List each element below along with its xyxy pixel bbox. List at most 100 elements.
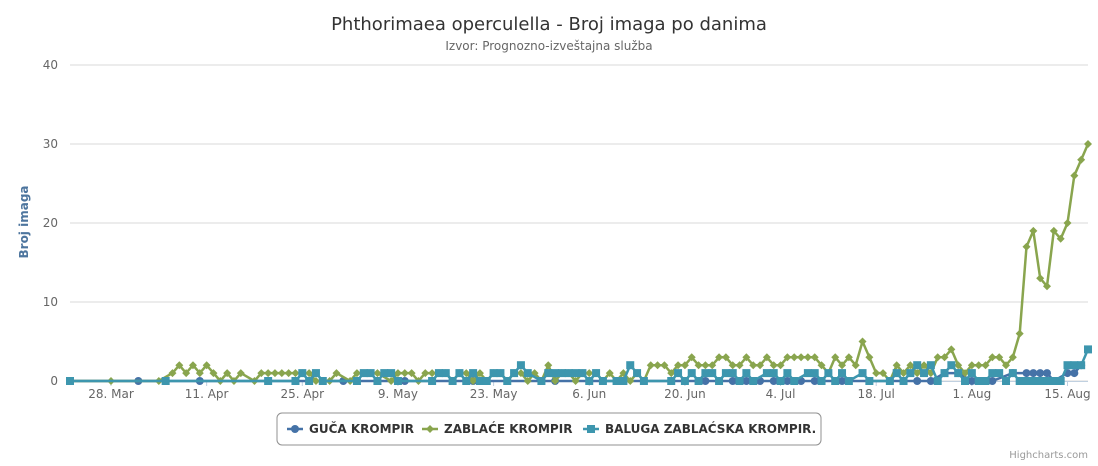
data-point[interactable]	[270, 369, 279, 378]
legend-item-3[interactable]: BALUGA ZABLAĆSKA KROMPIR.	[583, 421, 816, 436]
data-point[interactable]	[776, 361, 785, 370]
data-point[interactable]	[1077, 155, 1086, 164]
data-point[interactable]	[824, 369, 833, 378]
data-point[interactable]	[311, 369, 320, 378]
data-point[interactable]	[735, 361, 744, 370]
data-point[interactable]	[605, 369, 614, 378]
data-point[interactable]	[967, 369, 976, 378]
data-point[interactable]	[653, 361, 662, 370]
data-point[interactable]	[195, 369, 204, 378]
data-point[interactable]	[906, 361, 915, 370]
data-point[interactable]	[783, 377, 792, 385]
data-point[interactable]	[469, 377, 478, 385]
data-point[interactable]	[974, 361, 983, 370]
data-point[interactable]	[523, 377, 532, 385]
data-point[interactable]	[940, 369, 949, 378]
data-point[interactable]	[742, 353, 751, 362]
data-point[interactable]	[769, 369, 778, 378]
data-point[interactable]	[448, 377, 457, 385]
data-point[interactable]	[332, 369, 341, 378]
data-point[interactable]	[913, 369, 922, 378]
data-point[interactable]	[674, 361, 683, 370]
data-point[interactable]	[687, 369, 696, 378]
data-point[interactable]	[1049, 226, 1058, 235]
data-point[interactable]	[598, 377, 607, 385]
data-point[interactable]	[981, 361, 990, 370]
data-point[interactable]	[742, 377, 751, 385]
data-point[interactable]	[1022, 369, 1031, 378]
data-point[interactable]	[352, 377, 361, 385]
data-point[interactable]	[1015, 377, 1024, 385]
data-point[interactable]	[537, 377, 546, 385]
data-point[interactable]	[1002, 377, 1011, 385]
data-point[interactable]	[961, 369, 970, 378]
data-point[interactable]	[933, 353, 942, 362]
data-point[interactable]	[810, 377, 819, 385]
data-point[interactable]	[687, 353, 696, 362]
data-point[interactable]	[1036, 369, 1045, 378]
data-point[interactable]	[797, 353, 806, 362]
data-point[interactable]	[277, 369, 286, 378]
data-point[interactable]	[400, 369, 409, 378]
data-point[interactable]	[838, 377, 847, 385]
data-point[interactable]	[551, 377, 560, 385]
data-point[interactable]	[428, 377, 437, 385]
data-point[interactable]	[954, 361, 963, 370]
data-point[interactable]	[462, 369, 471, 378]
legend-marker[interactable]	[291, 425, 299, 433]
data-point[interactable]	[496, 369, 505, 378]
data-point[interactable]	[1070, 171, 1079, 180]
data-point[interactable]	[188, 361, 197, 370]
data-point[interactable]	[865, 377, 874, 385]
data-point[interactable]	[1070, 361, 1079, 370]
data-point[interactable]	[284, 369, 293, 378]
data-point[interactable]	[899, 377, 908, 385]
data-point[interactable]	[749, 377, 758, 385]
data-point[interactable]	[469, 369, 478, 378]
data-point[interactable]	[223, 369, 232, 378]
data-point[interactable]	[1084, 345, 1092, 354]
data-point[interactable]	[1029, 369, 1038, 378]
data-point[interactable]	[407, 369, 416, 378]
data-point[interactable]	[1008, 353, 1017, 362]
credits[interactable]: Highcharts.com	[1009, 450, 1088, 461]
data-point[interactable]	[264, 369, 273, 378]
data-point[interactable]	[769, 377, 778, 385]
data-point[interactable]	[516, 369, 525, 378]
data-point[interactable]	[694, 361, 703, 370]
data-point[interactable]	[298, 369, 307, 378]
data-point[interactable]	[455, 369, 464, 378]
legend-item-1[interactable]: GUČA KROMPIR	[287, 421, 414, 436]
data-point[interactable]	[947, 345, 956, 354]
data-point[interactable]	[441, 369, 450, 378]
data-point[interactable]	[626, 377, 635, 385]
data-point[interactable]	[920, 361, 929, 370]
data-point[interactable]	[667, 369, 676, 378]
data-point[interactable]	[510, 369, 519, 378]
data-point[interactable]	[715, 353, 724, 362]
data-point[interactable]	[1036, 274, 1045, 283]
data-point[interactable]	[926, 361, 935, 370]
data-point[interactable]	[858, 369, 867, 378]
data-point[interactable]	[858, 337, 867, 346]
data-point[interactable]	[838, 361, 847, 370]
data-point[interactable]	[694, 377, 703, 385]
data-point[interactable]	[831, 377, 840, 385]
data-point[interactable]	[995, 353, 1004, 362]
data-point[interactable]	[291, 369, 300, 378]
data-point[interactable]	[475, 377, 484, 385]
data-point[interactable]	[790, 377, 799, 385]
data-point[interactable]	[940, 353, 949, 362]
data-point[interactable]	[742, 369, 751, 378]
data-point[interactable]	[1056, 234, 1065, 243]
data-point[interactable]	[564, 369, 573, 378]
legend-marker[interactable]	[426, 425, 434, 433]
data-point[interactable]	[660, 361, 669, 370]
data-point[interactable]	[352, 369, 361, 378]
data-point[interactable]	[892, 369, 901, 378]
data-point[interactable]	[988, 353, 997, 362]
data-point[interactable]	[421, 369, 430, 378]
data-point[interactable]	[769, 361, 778, 370]
data-point[interactable]	[762, 353, 771, 362]
data-point[interactable]	[674, 369, 683, 378]
